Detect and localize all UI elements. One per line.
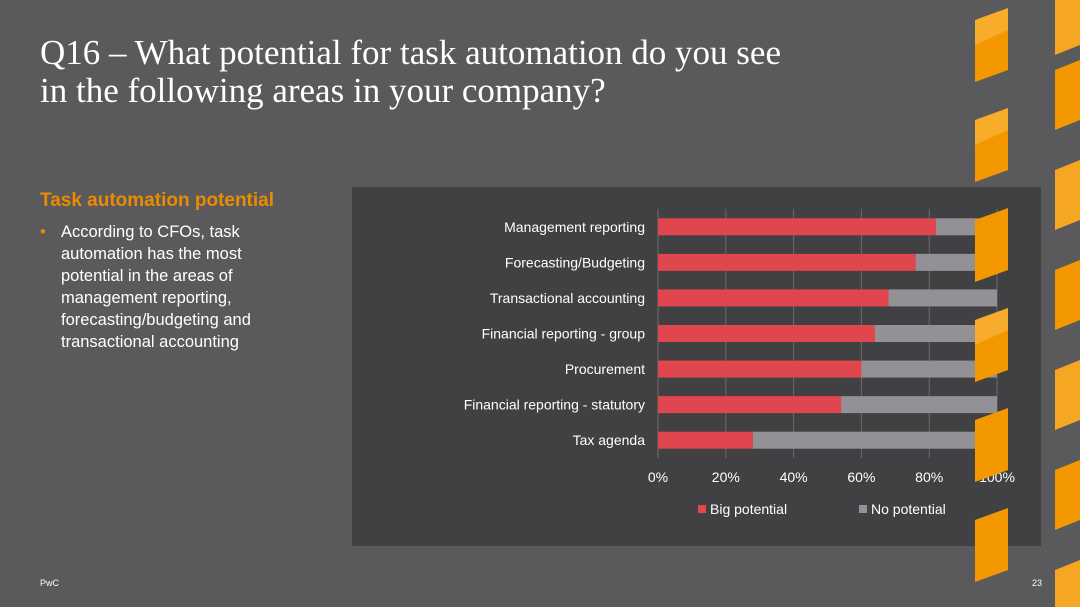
- category-label: Financial reporting - statutory: [464, 397, 645, 413]
- page-number: 23: [1031, 578, 1042, 588]
- bar-big-potential: [658, 396, 842, 414]
- deco-column-right: [1055, 0, 1080, 607]
- bar-no-potential: [861, 360, 997, 378]
- bar-no-potential: [752, 431, 997, 449]
- deco-highlights: [975, 8, 1008, 345]
- bar-no-potential: [874, 325, 997, 342]
- category-label: Financial reporting - group: [482, 326, 646, 342]
- bar-no-potential: [888, 289, 997, 307]
- bar-big-potential: [658, 360, 862, 378]
- category-label: Procurement: [565, 361, 645, 377]
- legend-label: No potential: [871, 501, 946, 517]
- chart-panel: 0% 20% 40% 60% 80% 100% Management reporting Fo…: [352, 187, 1041, 546]
- section-heading: Task automation potential: [40, 190, 275, 211]
- category-label: Management reporting: [504, 219, 645, 235]
- deco-column-left: [975, 8, 1008, 582]
- bar-big-potential: [658, 325, 875, 342]
- legend-label: Big potential: [710, 501, 787, 517]
- legend-swatch: [859, 505, 867, 513]
- x-tick-label: 0%: [648, 469, 668, 485]
- slide-title-line-2: in the following areas in your company?: [40, 71, 606, 110]
- bar-big-potential: [658, 253, 916, 271]
- bullet-item: According to CFOs, task automation has t…: [40, 221, 300, 353]
- x-tick-label: 20%: [712, 469, 740, 485]
- bar-big-potential: [658, 289, 889, 307]
- x-tick-label: 80%: [915, 469, 943, 485]
- category-label: Forecasting/Budgeting: [505, 254, 645, 270]
- decorative-orange-shapes: [975, 0, 1080, 607]
- category-label: Transactional accounting: [490, 290, 645, 306]
- x-tick-label: 60%: [847, 469, 875, 485]
- bar-big-potential: [658, 431, 753, 449]
- bar-big-potential: [658, 218, 936, 236]
- x-tick-label: 40%: [780, 469, 808, 485]
- category-label: Tax agenda: [573, 432, 646, 448]
- bullet-list: According to CFOs, task automation has t…: [40, 221, 300, 353]
- footer-brand: PwC: [40, 578, 60, 588]
- slide-title-line-1: Q16 – What potential for task automation…: [40, 33, 781, 72]
- bar-no-potential: [841, 396, 997, 414]
- slide-title: Q16 – What potential for task automation…: [40, 34, 940, 110]
- legend-swatch: [698, 505, 706, 513]
- stacked-bar-chart: 0% 20% 40% 60% 80% 100%Management reportingFo…: [464, 209, 1015, 517]
